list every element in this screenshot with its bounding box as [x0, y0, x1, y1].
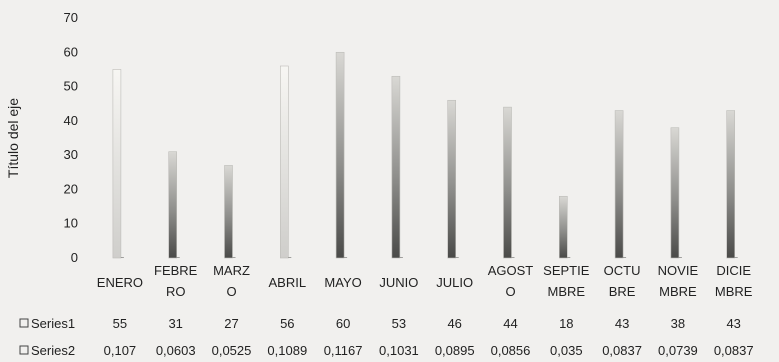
legend-label-series1: Series1 — [31, 316, 75, 331]
data-table-cell: 55 — [113, 316, 127, 331]
bar-series2-0 — [120, 257, 124, 258]
data-table-cell: 56 — [280, 316, 294, 331]
bar-series1-8 — [558, 195, 568, 259]
data-table-cell: 27 — [224, 316, 238, 331]
bar-series1-2 — [224, 165, 233, 259]
bar-series1-1 — [168, 151, 177, 259]
bar-series2-1 — [176, 257, 180, 258]
y-tick-label: 60 — [64, 44, 78, 59]
data-table-cell: 0,0837 — [602, 343, 642, 358]
bar-series2-3 — [288, 257, 292, 258]
bar-series2-2 — [232, 257, 236, 258]
bar-series2-9 — [623, 257, 627, 258]
y-axis-label: Título del eje — [5, 98, 21, 178]
bar-series1-0 — [112, 69, 122, 259]
bar-series1-4 — [335, 51, 345, 259]
data-table-cell: 0,0603 — [156, 343, 196, 358]
y-tick-label: 20 — [64, 181, 78, 196]
category-label: JULIO — [436, 275, 473, 290]
category-label: BRE — [609, 284, 636, 299]
bar-series1-6 — [447, 99, 457, 259]
data-table-cell: 0,0895 — [435, 343, 475, 358]
bar-series1-3 — [279, 65, 289, 259]
legend-key-series2-icon — [19, 345, 29, 355]
category-label: MBRE — [659, 284, 697, 299]
category-label: AGOST — [488, 263, 534, 278]
category-label: ENERO — [97, 275, 143, 290]
category-label: ABRIL — [269, 275, 307, 290]
bar-series2-11 — [734, 257, 738, 258]
data-table-cell: 0,1089 — [267, 343, 307, 358]
category-label: DICIE — [716, 263, 751, 278]
y-tick-label: 40 — [64, 113, 78, 128]
data-table-cell: 60 — [336, 316, 350, 331]
category-label: MBRE — [715, 284, 753, 299]
data-table-cell: 0,107 — [104, 343, 137, 358]
y-tick-label: 0 — [71, 250, 78, 265]
category-label: JUNIO — [379, 275, 418, 290]
category-label: RO — [166, 284, 186, 299]
y-tick-label: 70 — [64, 10, 78, 25]
category-label: O — [505, 284, 515, 299]
data-table-cell: 0,035 — [550, 343, 583, 358]
y-tick-label: 10 — [64, 216, 78, 231]
bar-series2-8 — [567, 257, 571, 258]
category-label: NOVIE — [658, 263, 699, 278]
data-table-cell: 44 — [503, 316, 517, 331]
bar-series1-5 — [391, 75, 401, 259]
data-table-cell: 0,0525 — [212, 343, 252, 358]
data-table-cell: 18 — [559, 316, 573, 331]
legend-label-series2: Series2 — [31, 343, 75, 358]
category-label: OCTU — [604, 263, 641, 278]
bar-series2-7 — [511, 257, 515, 258]
data-table-cell: 0,0739 — [658, 343, 698, 358]
bar-series2-5 — [399, 257, 403, 258]
category-label: MAYO — [324, 275, 361, 290]
bar-series1-7 — [503, 106, 512, 259]
bar-series1-9 — [614, 110, 624, 259]
data-table-cell: 43 — [726, 316, 740, 331]
data-table-cell: 53 — [392, 316, 406, 331]
legend-key-series1-icon — [19, 318, 29, 328]
category-label: MBRE — [548, 284, 586, 299]
bar-series2-4 — [344, 257, 348, 258]
data-table-cell: 0,1031 — [379, 343, 419, 358]
bar-series2-6 — [455, 257, 459, 258]
category-label: O — [226, 284, 236, 299]
category-label: SEPTIE — [543, 263, 590, 278]
y-tick-label: 50 — [64, 79, 78, 94]
bar-series1-11 — [726, 110, 736, 259]
category-label: MARZ — [213, 263, 250, 278]
data-table-cell: 0,0837 — [714, 343, 754, 358]
bar-series1-10 — [670, 127, 680, 259]
data-table-cell: 0,1167 — [324, 343, 363, 358]
data-table-cell: 43 — [615, 316, 629, 331]
bar-series2-10 — [678, 257, 682, 258]
data-table-cell: 0,0856 — [491, 343, 531, 358]
data-table-cell: 31 — [168, 316, 182, 331]
data-table-cell: 38 — [671, 316, 685, 331]
y-tick-label: 30 — [64, 147, 78, 162]
data-table-cell: 46 — [447, 316, 461, 331]
category-label: FEBRE — [154, 263, 198, 278]
